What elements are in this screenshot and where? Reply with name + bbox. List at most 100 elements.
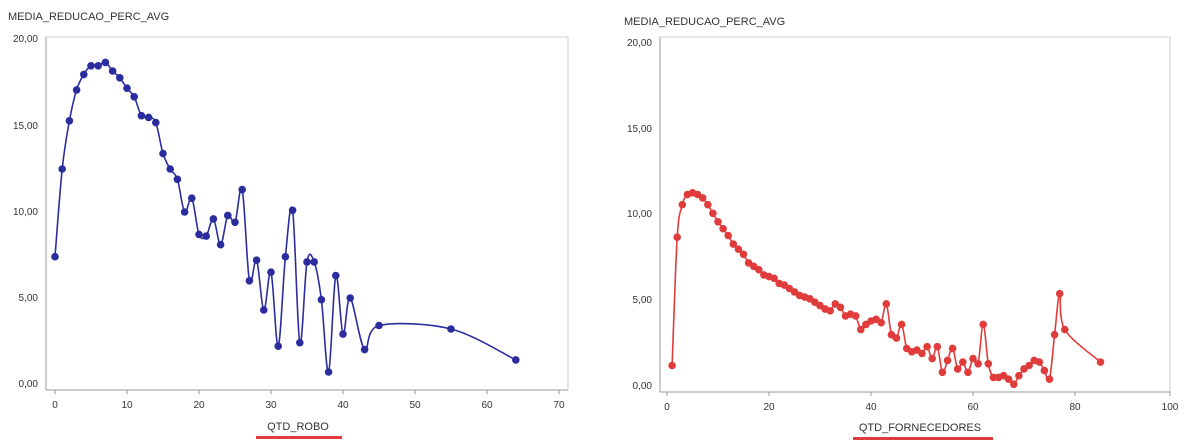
chart-left-xtick-0: 0 [52,400,58,411]
chart-right-point-1 [673,233,681,241]
chart-right-ytick-0: 0,00 [633,381,653,392]
chart-left-point-7 [101,58,110,67]
chart-right-point-45 [897,320,906,329]
chart-left-point-33 [288,206,297,215]
chart-left-point-38 [324,368,333,376]
chart-left-point-26 [238,185,246,194]
chart-left-point-12 [137,111,146,120]
chart-left-point-24 [224,211,232,220]
chart-right: MEDIA_REDUCAO_PERC_AVG 0,00 5,00 10,00 1… [624,16,1179,440]
chart-left-point-39 [332,271,340,280]
chart-left-point-13 [144,113,153,122]
chart-left-point-32 [281,252,290,261]
chart-right-point-68 [1015,371,1023,380]
chart-left-point-5 [87,62,95,70]
chart-right-frame [659,36,1171,393]
chart-left-point-41 [346,294,355,302]
chart-right-point-52 [933,342,942,351]
chart-right-point-13 [734,245,743,253]
chart-right-point-73 [1040,366,1049,375]
chart-left-point-36 [310,258,319,266]
chart-right-point-2 [678,200,687,209]
chart-left-point-29 [260,306,268,314]
chart-right-xtick-5: 100 [1162,402,1179,413]
chart-right-point-37 [857,325,865,334]
chart-right-point-61 [979,320,987,329]
chart-right-point-11 [724,231,732,240]
chart-left-ytick-2: 10,00 [13,207,38,218]
chart-right-xlabel-underline [853,437,993,440]
chart-right-point-60 [974,360,982,368]
chart-right-point-78 [1096,358,1105,366]
chart-left-point-22 [209,215,218,223]
chart-right-point-53 [938,368,947,377]
chart-left-point-19 [188,194,196,202]
chart-right-point-59 [969,354,977,363]
chart-left-point-40 [339,330,347,338]
chart-left-point-43 [375,321,383,330]
chart-right-ytick-2: 10,00 [627,209,652,220]
chart-right-ylabel: MEDIA_REDUCAO_PERC_AVG [624,16,785,28]
chart-right-point-0 [668,361,676,370]
chart-left-ytick-1: 5,00 [19,293,39,304]
chart-left-point-4 [80,70,88,79]
chart-left-point-21 [202,232,210,240]
chart-left-point-31 [274,342,283,351]
chart-right-ytick-1: 5,00 [633,295,653,306]
chart-left-point-28 [252,256,261,265]
chart-right-point-41 [877,318,885,327]
chart-left-point-11 [130,93,138,101]
chart-left-point-30 [267,268,275,277]
chart-right-point-49 [918,349,926,358]
chart-right-point-12 [729,240,738,248]
chart-left-point-15 [159,149,167,158]
chart-left-point-20 [195,230,203,239]
chart-right-point-31 [826,307,834,315]
chart-right-xtick-2: 40 [865,402,877,413]
chart-right-point-57 [959,358,967,366]
chart-right-point-66 [1004,375,1013,384]
chart-right-xtick-0: 0 [664,402,670,413]
chart-right-point-77 [1061,325,1069,334]
chart-left-xtick-7: 70 [553,400,565,411]
chart-left-point-34 [296,338,304,347]
chart-right-ytick-4: 20,00 [627,38,652,49]
chart-left-point-14 [152,118,160,127]
chart-right-point-36 [851,312,860,320]
chart-right-xtick-4: 80 [1069,402,1081,413]
chart-right-point-8 [709,209,717,218]
chart-right-point-17 [755,265,763,274]
chart-left-point-0 [51,252,59,261]
chart-right-point-51 [928,354,936,363]
chart-left-ylabel: MEDIA_REDUCAO_PERC_AVG [8,11,169,23]
chart-left-xtick-3: 30 [265,400,277,411]
chart-right-point-9 [714,218,722,226]
chart-right-point-55 [948,344,957,353]
chart-left-point-45 [512,356,520,364]
chart-left-point-8 [108,67,117,75]
chart-right-point-70 [1025,361,1033,370]
chart-left-point-35 [303,258,311,266]
chart-left-point-2 [65,117,74,125]
chart-left-point-1 [58,165,66,173]
chart-left-xlabel: QTD_ROBO [267,421,329,433]
chart-left-point-10 [123,84,131,92]
chart-left-ytick-4: 20,00 [13,34,38,45]
chart-left-xtick-4: 40 [337,400,349,411]
chart-right-point-76 [1055,289,1064,298]
chart-right-point-62 [984,360,993,368]
chart-right-xtick-3: 60 [967,402,979,413]
chart-right-xtick-1: 20 [763,402,775,413]
chart-right-point-56 [953,365,962,373]
chart-left-point-18 [180,208,189,216]
chart-left-series-points [51,58,520,376]
chart-left-xtick-6: 60 [481,400,493,411]
chart-left-point-42 [360,345,369,354]
chart-right-point-44 [892,334,901,342]
chart-right-point-75 [1050,330,1059,339]
chart-left-ytick-0: 0,00 [19,379,39,390]
chart-right-point-14 [739,250,748,259]
chart-left-point-27 [245,277,254,285]
chart-left-point-9 [116,74,124,82]
